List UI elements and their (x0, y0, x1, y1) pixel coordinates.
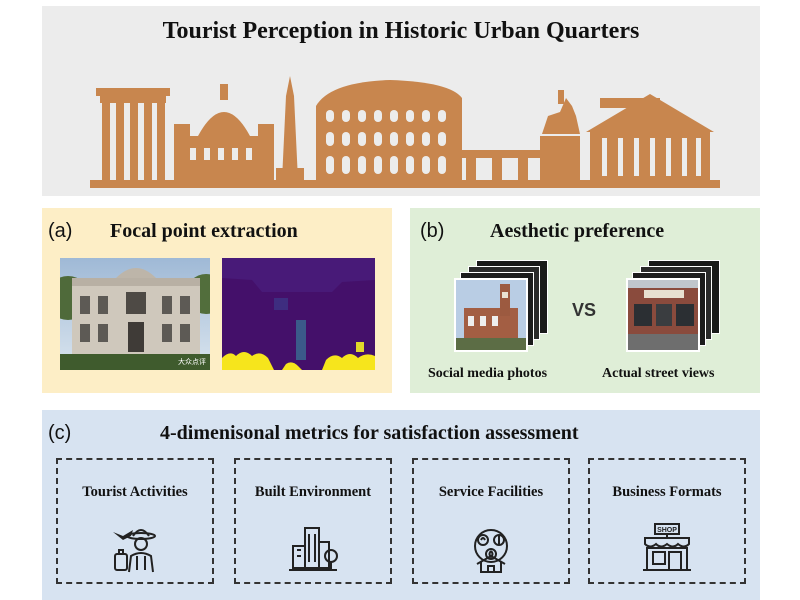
metric-service-facilities: Service Facilities (412, 458, 570, 584)
historic-skyline-illustration (90, 76, 720, 188)
vs-text: VS (572, 300, 597, 320)
shop-sign-text: SHOP (657, 527, 677, 534)
metric-title: Business Formats (612, 484, 722, 500)
panel-a-label: (a) (48, 220, 73, 242)
panel-b-label: (b) (420, 220, 445, 242)
metric-title: Service Facilities (438, 484, 544, 500)
photo-watermark: 大众点评 (178, 358, 206, 366)
title-banner: Tourist Perception in Historic Urban Qua… (42, 6, 760, 196)
panel-focal-point-extraction: (a) Focal point extraction (42, 208, 392, 393)
page-title: Tourist Perception in Historic Urban Qua… (162, 18, 640, 44)
historic-building-photo: 大众点评 (60, 258, 210, 370)
panel-a-title: Focal point extraction (110, 220, 298, 242)
panel-aesthetic-preference: (b) Aesthetic preference VS (410, 208, 760, 393)
metric-built-environment: Built Environment (234, 458, 392, 584)
tourist-icon (113, 529, 156, 573)
panel-b-title: Aesthetic preference (490, 220, 665, 242)
shop-icon: SHOP (643, 523, 691, 571)
panel-c-title: 4-dimenisonal metrics for satisfaction a… (160, 422, 579, 444)
street-view-caption: Actual street views (602, 366, 715, 381)
social-media-caption: Social media photos (428, 366, 548, 381)
metric-title: Tourist Activities (82, 484, 188, 500)
street-view-photo-stack (626, 260, 722, 354)
segmentation-map-image (222, 258, 375, 370)
buildings-icon (289, 527, 338, 571)
panel-satisfaction-metrics: (c) 4-dimenisonal metrics for satisfacti… (42, 410, 760, 600)
service-icon (474, 529, 508, 573)
panel-c-label: (c) (48, 422, 72, 444)
social-media-photo-stack (454, 260, 550, 354)
metric-business-formats: Business Formats SHOP (588, 458, 746, 584)
metric-title: Built Environment (254, 484, 372, 500)
metric-tourist-activities: Tourist Activities (56, 458, 214, 584)
